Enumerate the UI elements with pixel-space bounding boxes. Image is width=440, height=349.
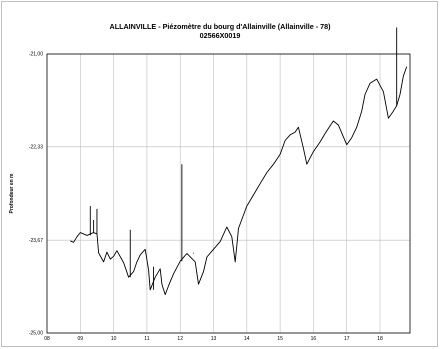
x-axis-ticks: 08 09 10 11 12 13 14 15 16 17 18 <box>44 336 383 342</box>
y-axis-ticks: -21,00 -22,33 -23,67 -25,00 <box>29 52 43 337</box>
series-line <box>70 66 408 296</box>
x-tick-label: 12 <box>177 336 183 342</box>
x-tick-label: 15 <box>277 336 283 342</box>
chart-subtitle: 02566X0019 <box>199 31 241 40</box>
y-tick-label: -23,67 <box>29 238 43 244</box>
chart-title: ALLAINVILLE - Piézomètre du bourg d'Alla… <box>109 22 331 31</box>
y-tick-label: -22,33 <box>29 144 43 150</box>
plot-border <box>46 53 411 334</box>
x-tick-label: 09 <box>78 336 84 342</box>
x-tick-label: 10 <box>111 336 117 342</box>
x-tick-label: 16 <box>311 336 317 342</box>
y-tick-label: -21,00 <box>29 52 43 58</box>
series-layer <box>70 27 408 296</box>
x-tick-label: 17 <box>344 336 350 342</box>
x-tick-label: 14 <box>244 336 250 342</box>
grid-lines <box>47 53 410 334</box>
x-tick-label: 11 <box>144 336 149 342</box>
x-tick-label: 18 <box>377 336 383 342</box>
x-tick-label: 13 <box>211 336 217 342</box>
x-tick-label: 08 <box>44 336 50 342</box>
y-axis-label: Profondeur en m <box>9 173 15 214</box>
y-tick-label: -25,00 <box>29 331 43 337</box>
